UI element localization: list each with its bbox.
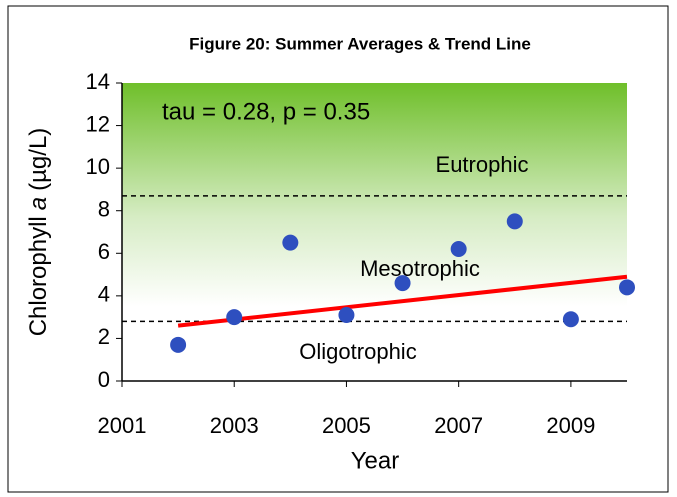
y-tick-label: 10 xyxy=(86,154,110,179)
y-axis-label: Chlorophylla(µg/L) xyxy=(25,128,52,337)
y-tick-label: 12 xyxy=(86,111,110,136)
trend-line xyxy=(177,274,628,328)
x-tick-label: 2009 xyxy=(546,413,595,438)
data-point xyxy=(562,311,579,328)
annotation: tau = 0.28, p = 0.35 xyxy=(162,98,370,125)
annotation: Oligotrophic xyxy=(299,339,416,364)
data-point xyxy=(170,336,187,353)
x-tick-label: 2001 xyxy=(98,413,147,438)
data-point xyxy=(394,275,411,292)
data-point xyxy=(226,309,243,326)
y-tick-label: 14 xyxy=(86,69,110,94)
y-tick-label: 4 xyxy=(98,282,110,307)
x-axis-label: Year xyxy=(351,447,400,474)
y-tick-label: 2 xyxy=(98,324,110,349)
annotation: Eutrophic xyxy=(436,152,529,177)
data-point xyxy=(506,213,523,230)
data-point xyxy=(450,241,467,258)
x-tick-label: 2005 xyxy=(322,413,371,438)
annotation: Mesotrophic xyxy=(360,256,480,281)
y-tick-label: 0 xyxy=(98,367,110,392)
data-point xyxy=(282,234,299,251)
x-tick-label: 2007 xyxy=(434,413,483,438)
data-point xyxy=(619,279,635,296)
data-point xyxy=(338,307,355,324)
chart-title: Figure 20: Summer Averages & Trend Line xyxy=(189,34,531,53)
plot-background xyxy=(122,83,627,381)
y-tick-label: 6 xyxy=(98,239,110,264)
y-tick-label: 8 xyxy=(98,197,110,222)
x-tick-label: 2003 xyxy=(210,413,259,438)
